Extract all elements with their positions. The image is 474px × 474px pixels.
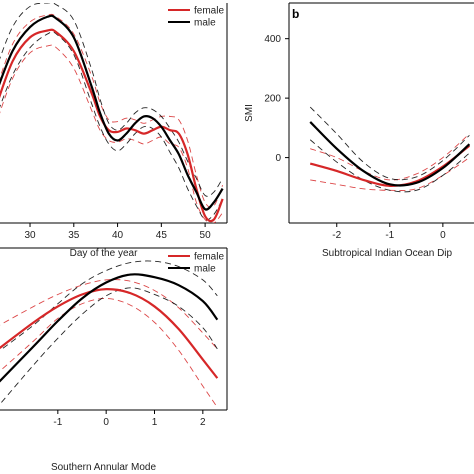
y-tick-label: 400 [264, 34, 281, 45]
x-tick-label: 2 [200, 417, 206, 428]
x-tick-label: 35 [68, 230, 80, 241]
legend-label-male: male [194, 18, 216, 29]
x-tick-label: 40 [112, 230, 124, 241]
x-tick-label: -1 [53, 417, 62, 428]
series-male-upper-ci [0, 3, 224, 197]
series-female-line [0, 28, 224, 223]
legend-label-female: female [194, 6, 224, 17]
series-male-upper-ci [309, 106, 470, 181]
panel-letter: b [292, 7, 299, 21]
series-female-upper-ci [310, 133, 470, 181]
x-tick-label: 0 [440, 230, 446, 241]
x-tick-label: -1 [385, 230, 394, 241]
series-female-lower-ci [0, 298, 218, 408]
series-female-lower-ci [0, 44, 223, 223]
series-male-upper-ci [0, 260, 218, 352]
x-axis-label: Subtropical Indian Ocean Dip [322, 248, 453, 259]
x-tick-label: 50 [200, 230, 212, 241]
x-tick-label: 30 [24, 230, 36, 241]
x-tick-label: -2 [332, 230, 341, 241]
series-male-lower-ci [309, 139, 470, 193]
series-female-upper-ci [0, 279, 218, 350]
legend-label-female: female [194, 252, 224, 263]
series-female-upper-ci [0, 13, 224, 208]
legend-label-male: male [194, 264, 216, 275]
series-male-line [0, 273, 219, 383]
series-male-lower-ci [0, 31, 224, 221]
x-tick-label: 45 [156, 230, 168, 241]
y-tick-label: 200 [264, 94, 281, 105]
plot-area [309, 106, 471, 193]
series-male-line [309, 121, 471, 187]
plot-area [0, 260, 219, 408]
y-axis-label: SMI [244, 104, 255, 122]
y-tick-label: 0 [275, 153, 281, 164]
x-tick-label: 1 [152, 417, 158, 428]
series-female-line [0, 288, 219, 379]
x-axis-label: Day of the year [70, 248, 138, 259]
series-male-line [0, 14, 224, 211]
series-female-line [309, 144, 471, 187]
x-tick-label: 0 [103, 417, 109, 428]
x-axis-label: Southern Annular Mode [51, 462, 157, 473]
panel-b: -2 -1 0 0 200 400 Subtropical Indian Ocean Dip… [244, 2, 474, 259]
plot-area [0, 3, 224, 223]
